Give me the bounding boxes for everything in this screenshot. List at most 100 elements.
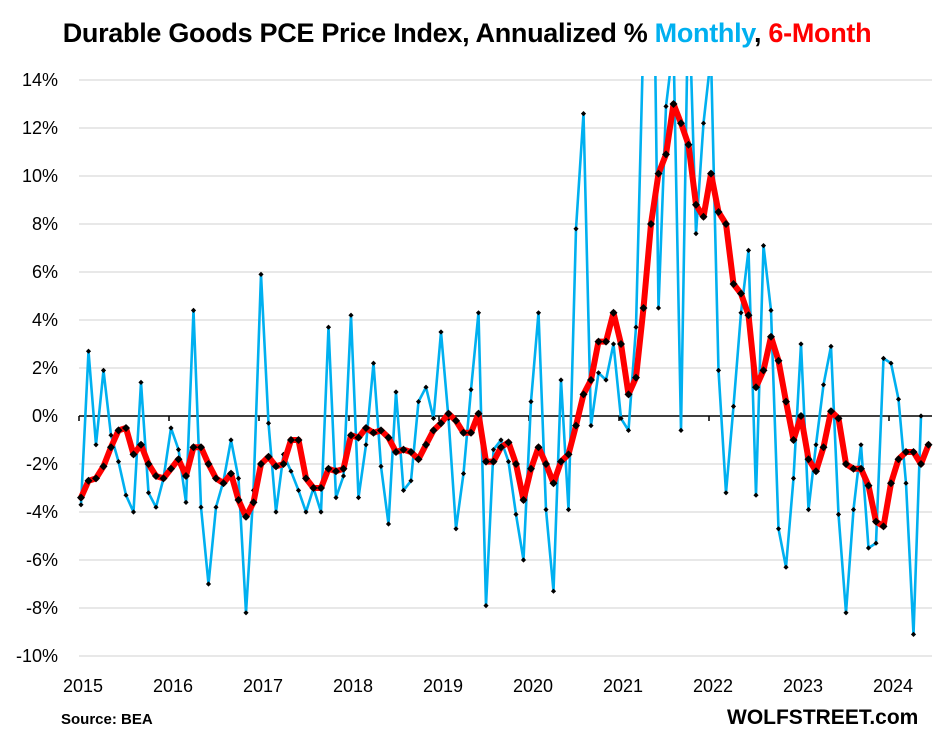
data-point-marker bbox=[122, 424, 130, 432]
data-point-marker bbox=[302, 474, 310, 483]
data-point-marker bbox=[482, 457, 490, 466]
data-point-marker bbox=[498, 437, 504, 443]
data-point-marker bbox=[595, 370, 602, 376]
data-point-marker bbox=[115, 459, 122, 465]
data-point-marker bbox=[198, 504, 204, 510]
data-point-marker bbox=[303, 509, 309, 515]
series-six-month bbox=[77, 100, 933, 531]
y-tick-label: -8% bbox=[26, 598, 58, 618]
data-point-marker bbox=[423, 384, 429, 390]
data-point-marker bbox=[475, 310, 482, 316]
y-tick-label: -6% bbox=[26, 550, 58, 570]
data-point-marker bbox=[167, 464, 175, 473]
data-point-marker bbox=[174, 455, 183, 464]
data-point-marker bbox=[873, 540, 879, 546]
data-point-marker bbox=[707, 169, 715, 178]
series-line bbox=[79, 76, 923, 636]
data-point-marker bbox=[737, 289, 745, 298]
data-point-marker bbox=[633, 324, 639, 330]
data-point-marker bbox=[137, 440, 145, 449]
data-point-marker bbox=[197, 443, 205, 452]
data-point-marker bbox=[363, 442, 369, 448]
data-point-marker bbox=[842, 460, 850, 468]
data-point-marker bbox=[887, 479, 895, 488]
data-point-marker bbox=[888, 360, 894, 366]
data-point-marker bbox=[354, 433, 363, 442]
data-point-marker bbox=[437, 419, 445, 428]
data-point-marker bbox=[768, 307, 774, 313]
data-point-marker bbox=[745, 247, 752, 253]
data-point-marker bbox=[108, 432, 114, 438]
y-tick-label: -2% bbox=[26, 454, 58, 474]
data-point-marker bbox=[760, 243, 767, 249]
data-point-marker bbox=[377, 426, 385, 435]
data-point-marker bbox=[558, 377, 564, 383]
data-point-marker bbox=[880, 355, 887, 361]
data-point-marker bbox=[729, 280, 738, 288]
data-point-marker bbox=[513, 511, 519, 517]
data-point-marker bbox=[438, 329, 444, 335]
data-point-marker bbox=[257, 460, 265, 468]
data-point-marker bbox=[190, 307, 197, 313]
data-point-marker bbox=[287, 436, 295, 444]
brand-watermark: WOLFSTREET.com bbox=[727, 706, 919, 729]
data-point-marker bbox=[130, 509, 137, 515]
data-point-marker bbox=[603, 377, 609, 383]
data-point-marker bbox=[153, 504, 159, 510]
data-point-marker bbox=[243, 610, 249, 616]
data-point-marker bbox=[820, 382, 827, 388]
data-point-marker bbox=[333, 495, 339, 501]
data-point-marker bbox=[850, 507, 857, 513]
data-point-marker bbox=[100, 367, 107, 373]
data-point-marker bbox=[93, 442, 99, 448]
x-tick-label: 2021 bbox=[603, 676, 643, 696]
data-point-marker bbox=[505, 459, 512, 465]
x-axis-ticks: 2015 2016 2017 2018 2019 2020 2021 2022 2023 2024 bbox=[63, 676, 913, 696]
data-point-marker bbox=[183, 499, 189, 505]
y-tick-label: 6% bbox=[32, 262, 58, 282]
data-point-marker bbox=[588, 423, 594, 429]
data-point-marker bbox=[722, 220, 730, 228]
data-point-marker bbox=[625, 427, 632, 433]
data-point-marker bbox=[774, 356, 783, 365]
data-point-marker bbox=[407, 448, 415, 456]
data-point-marker bbox=[92, 474, 100, 483]
title-sixmonth-legend: 6-Month bbox=[768, 18, 872, 48]
data-point-marker bbox=[663, 103, 669, 109]
data-point-marker bbox=[865, 545, 872, 551]
data-point-marker bbox=[400, 487, 407, 493]
data-point-marker bbox=[813, 442, 819, 448]
data-point-marker bbox=[550, 588, 557, 594]
data-point-marker bbox=[212, 474, 220, 483]
data-point-marker bbox=[99, 462, 108, 471]
data-point-marker bbox=[671, 41, 676, 46]
data-point-marker bbox=[872, 517, 880, 526]
title-separator: , bbox=[754, 18, 769, 48]
data-point-marker bbox=[430, 415, 437, 421]
data-point-marker bbox=[909, 448, 918, 456]
data-point-marker bbox=[714, 208, 723, 216]
data-point-marker bbox=[918, 413, 924, 419]
data-point-marker bbox=[295, 487, 302, 493]
data-point-marker bbox=[339, 464, 348, 473]
data-point-marker bbox=[355, 495, 362, 501]
data-point-marker bbox=[564, 450, 573, 459]
data-point-marker bbox=[429, 426, 438, 435]
data-point-marker bbox=[677, 119, 685, 128]
data-point-marker bbox=[699, 212, 708, 221]
data-point-marker bbox=[452, 416, 460, 425]
data-point-marker bbox=[752, 383, 760, 392]
data-point-marker bbox=[767, 332, 775, 341]
data-point-marker bbox=[264, 452, 273, 461]
data-point-marker bbox=[805, 507, 812, 513]
data-point-marker bbox=[348, 312, 354, 318]
data-point-marker bbox=[602, 337, 610, 346]
data-point-marker bbox=[744, 311, 753, 320]
data-point-marker bbox=[910, 631, 917, 637]
data-point-marker bbox=[213, 504, 219, 510]
data-point-marker bbox=[288, 468, 294, 474]
data-point-marker bbox=[144, 460, 153, 468]
data-point-marker bbox=[708, 53, 713, 58]
data-point-marker bbox=[579, 390, 588, 399]
data-point-marker bbox=[783, 564, 789, 570]
